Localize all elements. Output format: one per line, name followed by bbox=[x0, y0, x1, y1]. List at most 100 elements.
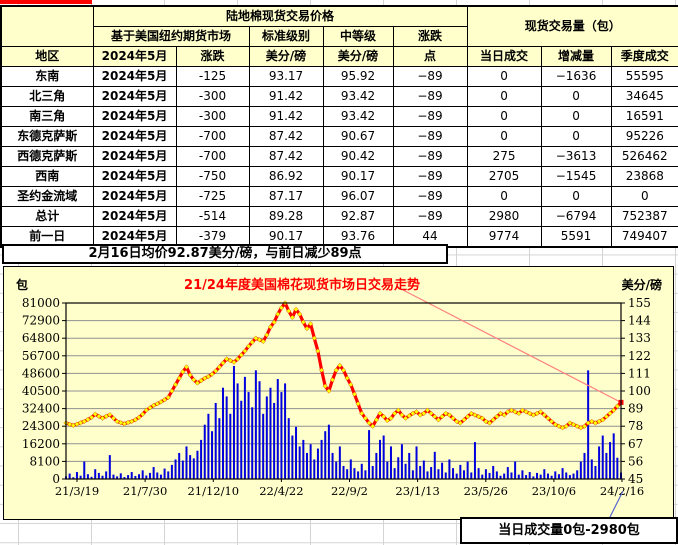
cell-month[interactable]: 2024年5月 bbox=[92, 106, 177, 127]
cell-std-price[interactable]: 93.17 bbox=[248, 66, 324, 87]
cell-change[interactable]: -700 bbox=[175, 126, 250, 147]
cell-month[interactable]: 2024年5月 bbox=[92, 66, 177, 87]
cell-std-price[interactable]: 87.42 bbox=[248, 146, 324, 167]
cell-points[interactable]: −89 bbox=[392, 186, 468, 207]
cell-daily-volume[interactable]: 2980 bbox=[466, 206, 542, 227]
cell-mid-price[interactable]: 90.67 bbox=[322, 126, 394, 147]
table-title[interactable]: 陆地棉现货交易价格 bbox=[92, 5, 468, 27]
cell-std-price[interactable]: 86.92 bbox=[248, 166, 324, 187]
cell-month[interactable]: 2024年5月 bbox=[92, 146, 177, 167]
cell-points[interactable]: −89 bbox=[392, 66, 468, 87]
cell-daily-volume[interactable]: 275 bbox=[466, 146, 542, 167]
cell-change[interactable]: -379 bbox=[175, 226, 250, 248]
cell-mid-price[interactable]: 92.87 bbox=[322, 206, 394, 227]
cell-month[interactable]: 2024年5月 bbox=[92, 166, 177, 187]
cell-quarterly-volume[interactable]: 526462 bbox=[610, 146, 678, 167]
cell-points[interactable]: −89 bbox=[392, 206, 468, 227]
cell-mid-price[interactable]: 93.76 bbox=[322, 226, 394, 248]
cell-quarterly-volume[interactable]: 752387 bbox=[610, 206, 678, 227]
cell-change[interactable]: -514 bbox=[175, 206, 250, 227]
cell-daily-volume[interactable]: 2705 bbox=[466, 166, 542, 187]
header-standard[interactable]: 标准级别 bbox=[248, 26, 324, 47]
cell-region[interactable]: 东德克萨斯 bbox=[0, 126, 94, 147]
cell-mid-price[interactable]: 90.17 bbox=[322, 166, 394, 187]
cell-change[interactable]: -300 bbox=[175, 106, 250, 127]
cell-quarterly-volume[interactable]: 95226 bbox=[610, 126, 678, 147]
col-std-unit[interactable]: 美分/磅 bbox=[248, 46, 324, 67]
cell-daily-volume[interactable]: 0 bbox=[466, 186, 542, 207]
cell-region[interactable]: 北三角 bbox=[0, 86, 94, 107]
header-futures[interactable]: 基于美国纽约期货市场 bbox=[92, 26, 250, 47]
cell-delta[interactable]: −6794 bbox=[540, 206, 612, 227]
cell-month[interactable]: 2024年5月 bbox=[92, 226, 177, 248]
cell-quarterly-volume[interactable]: 0 bbox=[610, 186, 678, 207]
cell-mid-price[interactable]: 90.42 bbox=[322, 146, 394, 167]
cell-change[interactable]: -125 bbox=[175, 66, 250, 87]
cell-region[interactable]: 前一日 bbox=[0, 226, 94, 248]
cell-change[interactable]: -725 bbox=[175, 186, 250, 207]
col-quarterly[interactable]: 季度成交 bbox=[610, 46, 678, 67]
cell-delta[interactable]: −1636 bbox=[540, 66, 612, 87]
cell-std-price[interactable]: 91.42 bbox=[248, 106, 324, 127]
cell-delta[interactable]: 0 bbox=[540, 86, 612, 107]
cell-mid-price[interactable]: 93.42 bbox=[322, 86, 394, 107]
header-medium[interactable]: 中等级 bbox=[322, 26, 394, 47]
cell-points[interactable]: −89 bbox=[392, 146, 468, 167]
cell-region[interactable]: 圣约金流域 bbox=[0, 186, 94, 207]
volume-title[interactable]: 现货交易量（包） bbox=[466, 5, 678, 47]
cell-points[interactable]: 44 bbox=[392, 226, 468, 248]
cell-delta[interactable]: 0 bbox=[540, 106, 612, 127]
cell-quarterly-volume[interactable]: 55595 bbox=[610, 66, 678, 87]
cell-delta[interactable]: 0 bbox=[540, 126, 612, 147]
cell-points[interactable]: −89 bbox=[392, 86, 468, 107]
cell-month[interactable]: 2024年5月 bbox=[92, 186, 177, 207]
cell-month[interactable]: 2024年5月 bbox=[92, 126, 177, 147]
cell-region[interactable]: 西南 bbox=[0, 166, 94, 187]
cell-daily-volume[interactable]: 0 bbox=[466, 126, 542, 147]
cell-daily-volume[interactable]: 0 bbox=[466, 86, 542, 107]
cell-month[interactable]: 2024年5月 bbox=[92, 86, 177, 107]
cell-std-price[interactable]: 87.42 bbox=[248, 126, 324, 147]
cell-mid-price[interactable]: 95.92 bbox=[322, 66, 394, 87]
col-change[interactable]: 涨跌 bbox=[175, 46, 250, 67]
cell-daily-volume[interactable]: 0 bbox=[466, 66, 542, 87]
cell-region[interactable]: 西德克萨斯 bbox=[0, 146, 94, 167]
cell-quarterly-volume[interactable]: 749407 bbox=[610, 226, 678, 248]
corner-cell[interactable] bbox=[0, 5, 94, 47]
cell-quarterly-volume[interactable]: 34645 bbox=[610, 86, 678, 107]
cell-std-price[interactable]: 87.17 bbox=[248, 186, 324, 207]
cell-std-price[interactable]: 90.17 bbox=[248, 226, 324, 248]
cell-std-price[interactable]: 91.42 bbox=[248, 86, 324, 107]
cell-delta[interactable]: −1545 bbox=[540, 166, 612, 187]
cell-quarterly-volume[interactable]: 16591 bbox=[610, 106, 678, 127]
daily-volume-note[interactable]: 当日成交量0包-2980包 bbox=[460, 517, 678, 544]
cell-month[interactable]: 2024年5月 bbox=[92, 206, 177, 227]
cell-daily-volume[interactable]: 0 bbox=[466, 106, 542, 127]
cell-delta[interactable]: 0 bbox=[540, 186, 612, 207]
cell-points[interactable]: −89 bbox=[392, 106, 468, 127]
col-region[interactable]: 地区 bbox=[0, 46, 94, 67]
cell-mid-price[interactable]: 93.42 bbox=[322, 106, 394, 127]
cell-change[interactable]: -300 bbox=[175, 86, 250, 107]
cell-change[interactable]: -700 bbox=[175, 146, 250, 167]
col-mid-unit[interactable]: 美分/磅 bbox=[322, 46, 394, 67]
cell-region[interactable]: 总计 bbox=[0, 206, 94, 227]
col-delta[interactable]: 增减量 bbox=[540, 46, 612, 67]
cell-std-price[interactable]: 89.28 bbox=[248, 206, 324, 227]
average-price-note[interactable]: 2月16日均价92.87美分/磅，与前日减少89点 bbox=[2, 244, 448, 264]
chart-container[interactable]: 81000 155 72900 144 64800 133 56700 122 48600 111… bbox=[3, 266, 674, 520]
col-month[interactable]: 2024年5月 bbox=[92, 46, 177, 67]
cell-mid-price[interactable]: 96.07 bbox=[322, 186, 394, 207]
header-change[interactable]: 涨跌 bbox=[392, 26, 468, 47]
cell-points[interactable]: −89 bbox=[392, 126, 468, 147]
cell-region[interactable]: 南三角 bbox=[0, 106, 94, 127]
cell-delta[interactable]: −3613 bbox=[540, 146, 612, 167]
cell-points[interactable]: −89 bbox=[392, 166, 468, 187]
col-daily[interactable]: 当日成交 bbox=[466, 46, 542, 67]
col-points[interactable]: 点 bbox=[392, 46, 468, 67]
cell-change[interactable]: -750 bbox=[175, 166, 250, 187]
cell-delta[interactable]: 5591 bbox=[540, 226, 612, 248]
cell-quarterly-volume[interactable]: 23868 bbox=[610, 166, 678, 187]
cell-region[interactable]: 东南 bbox=[0, 66, 94, 87]
cell-daily-volume[interactable]: 9774 bbox=[466, 226, 542, 248]
